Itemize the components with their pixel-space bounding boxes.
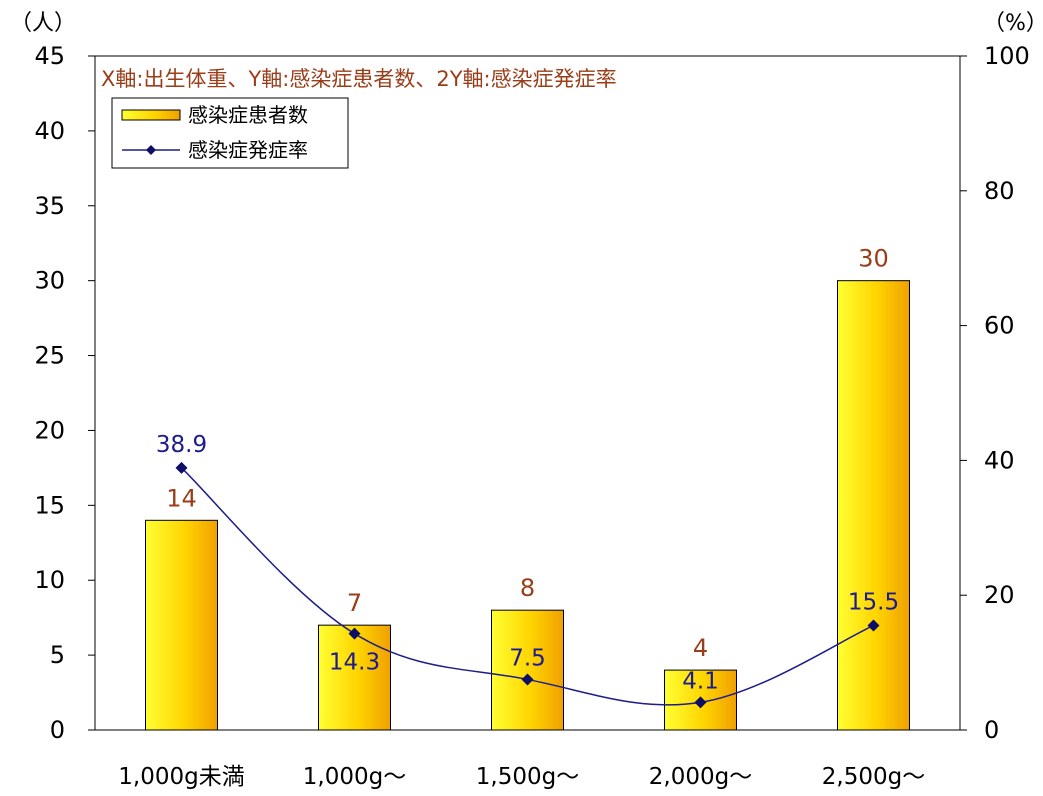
line-data-label: 7.5 bbox=[509, 645, 546, 671]
bar bbox=[145, 519, 218, 731]
line-point bbox=[348, 627, 361, 640]
y2-axis-tick-label: 100 bbox=[984, 42, 1030, 70]
line-data-label: 15.5 bbox=[848, 590, 899, 616]
y-axis-tick-label: 20 bbox=[34, 416, 65, 444]
bar bbox=[837, 280, 910, 731]
y2-axis-tick-label: 80 bbox=[984, 177, 1015, 205]
legend-label-line: 感染症発症率 bbox=[188, 138, 308, 162]
y-axis-tick-label: 25 bbox=[34, 342, 65, 370]
y-axis-tick-label: 40 bbox=[34, 117, 65, 145]
line-point bbox=[521, 673, 534, 686]
bar bbox=[318, 624, 391, 731]
legend-marker bbox=[146, 145, 156, 155]
bar-data-label: 8 bbox=[520, 574, 535, 602]
legend-swatch-bar bbox=[121, 109, 181, 121]
y2-axis-tick-label: 20 bbox=[984, 581, 1015, 609]
y2-axis-tick-label: 40 bbox=[984, 446, 1015, 474]
x-axis-tick-label: 1,000g未満 bbox=[118, 764, 244, 790]
y2-axis-unit: （%） bbox=[983, 11, 1043, 36]
y-axis-tick-label: 5 bbox=[50, 641, 65, 669]
bar-data-label: 30 bbox=[858, 245, 889, 273]
line-point bbox=[867, 619, 880, 632]
legend-label-bar: 感染症患者数 bbox=[188, 103, 308, 127]
bar-data-label: 14 bbox=[166, 484, 197, 512]
x-axis-tick-label: 2,000g〜 bbox=[649, 764, 752, 790]
y-axis-tick-label: 15 bbox=[34, 491, 65, 519]
line-data-label: 4.1 bbox=[682, 668, 719, 694]
line-point bbox=[694, 696, 707, 709]
line-data-label: 14.3 bbox=[329, 650, 380, 676]
bar-data-label: 4 bbox=[693, 634, 708, 662]
y-axis-tick-label: 10 bbox=[34, 566, 65, 594]
y-axis-tick-label: 30 bbox=[34, 267, 65, 295]
x-axis-tick-label: 2,500g〜 bbox=[822, 764, 925, 790]
x-axis-tick-label: 1,500g〜 bbox=[476, 764, 579, 790]
chart-subtitle: X軸:出生体重、Y軸:感染症患者数、2Y軸:感染症発症率 bbox=[101, 67, 617, 91]
y-axis-tick-label: 35 bbox=[34, 192, 65, 220]
bar-data-label: 7 bbox=[347, 589, 362, 617]
line-data-label: 38.9 bbox=[156, 432, 207, 458]
line-point bbox=[175, 461, 188, 474]
bar bbox=[491, 609, 564, 731]
y-axis-unit: （人） bbox=[10, 11, 76, 36]
y-axis-tick-label: 45 bbox=[34, 42, 65, 70]
y2-axis-tick-label: 0 bbox=[984, 716, 999, 744]
y2-axis-tick-label: 60 bbox=[984, 312, 1015, 340]
y-axis-tick-label: 0 bbox=[50, 716, 65, 744]
x-axis-tick-label: 1,000g〜 bbox=[303, 764, 406, 790]
